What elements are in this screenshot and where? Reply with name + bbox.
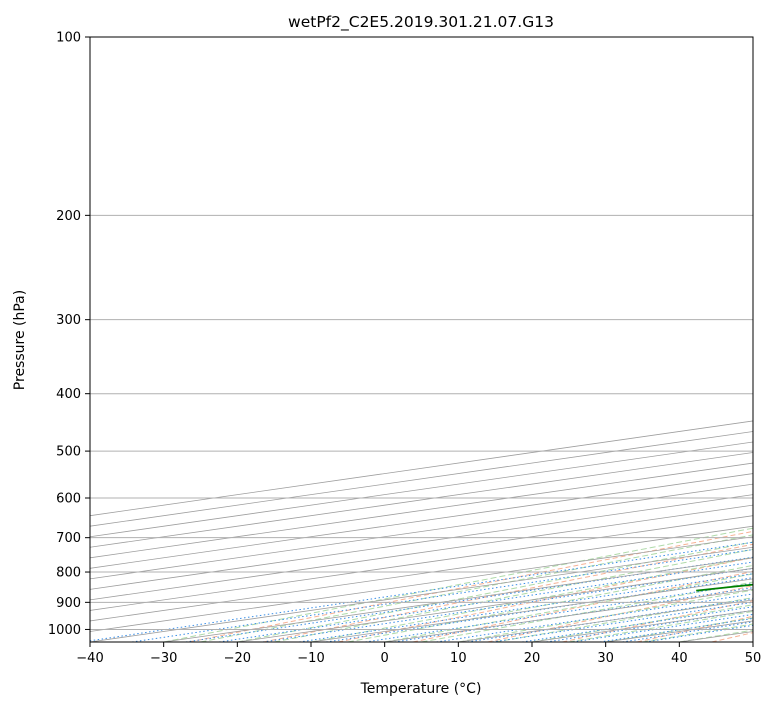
mixing-ratio-line (326, 577, 753, 642)
background-lines (90, 37, 753, 642)
isotherm-line (90, 452, 753, 548)
isotherm-line (90, 483, 753, 580)
y-tick-label: 900 (56, 596, 81, 611)
x-tick-label: 40 (671, 651, 688, 666)
isotherm-line (90, 504, 753, 601)
y-tick-label: 400 (56, 387, 81, 402)
axes: −40 −30 −20 −10 0 10 20 30 40 50 100 200 300 400 500 60… (48, 31, 761, 667)
isotherm-line (90, 515, 753, 611)
moist-adiabat-line (237, 541, 753, 642)
isotherm-line (90, 462, 753, 559)
x-tick-label: −40 (76, 651, 103, 666)
x-tick-label: −20 (224, 651, 251, 666)
x-tick-label: 50 (745, 651, 762, 666)
y-tick-label: 300 (56, 313, 81, 328)
x-tick-label: −10 (297, 651, 324, 666)
isotherm-line (90, 536, 753, 632)
x-axis-title: Temperature (°C) (360, 681, 482, 697)
moist-adiabat-line (495, 597, 753, 642)
x-tick-label: 20 (524, 651, 541, 666)
y-tick-label: 100 (56, 31, 81, 46)
moist-adiabat-line (163, 527, 753, 642)
x-tick-label: −30 (150, 651, 177, 666)
y-tick-label: 700 (56, 531, 81, 546)
isotherm-line (90, 494, 753, 590)
moist-adiabat-line (347, 564, 753, 642)
dry-adiabat-line (188, 530, 753, 642)
isotherm-line (90, 473, 753, 569)
moist-adiabat-line (421, 581, 753, 642)
x-tick-label: 0 (381, 651, 389, 666)
y-tick-label: 200 (56, 209, 81, 224)
moist-adiabat-line (200, 534, 753, 642)
y-axis-title: Pressure (hPa) (12, 290, 28, 390)
y-tick-label: 1000 (48, 623, 81, 638)
mixing-ratio-line (299, 573, 753, 642)
plot-frame (89, 36, 754, 643)
y-tick-label: 600 (56, 492, 81, 507)
y-tick-label: 800 (56, 566, 81, 581)
isotherm-line (90, 525, 753, 622)
y-tick-label: 500 (56, 445, 81, 460)
chart-title: wetPf2_C2E5.2019.301.21.07.G13 (288, 13, 554, 32)
x-tick-label: 10 (450, 651, 467, 666)
mixing-ratio-line (262, 567, 753, 642)
x-tick-label: 30 (597, 651, 614, 666)
